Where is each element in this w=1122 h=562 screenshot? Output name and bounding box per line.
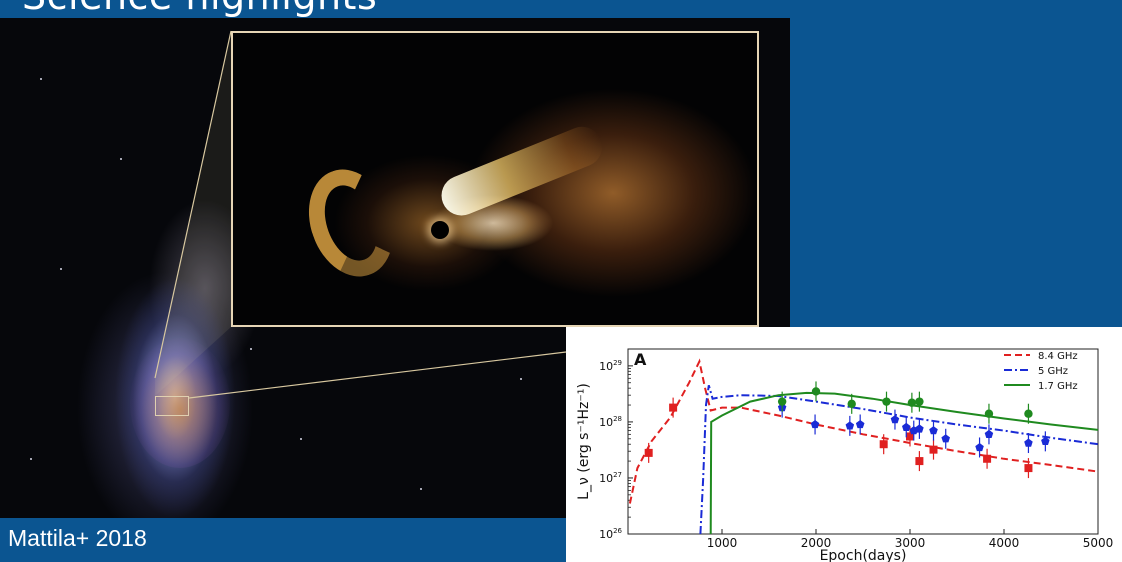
relativistic-jet xyxy=(435,120,609,222)
slide-title: Science highlights xyxy=(22,0,377,18)
image-credit: Mattila+ 2018 xyxy=(8,525,147,551)
y-tick-label: 1026 xyxy=(599,527,622,541)
data-point xyxy=(906,432,914,441)
data-point xyxy=(929,445,938,454)
data-point xyxy=(1041,436,1050,445)
chart-svg: 1000 2000 3000 4000 5000 1026 1027 1028 1029 Epoc… xyxy=(576,348,1114,562)
data-point xyxy=(810,420,820,429)
legend-label: 1.7 GHz xyxy=(1038,381,1078,392)
x-tick-label: 1000 xyxy=(707,536,738,550)
star xyxy=(60,268,62,270)
series-line-1 xyxy=(699,385,1098,534)
y-axis-label: L_ν (erg s⁻¹Hz⁻¹) xyxy=(576,383,592,500)
data-point xyxy=(929,426,938,435)
light-curve-chart: 1000 2000 3000 4000 5000 1026 1027 1028 1029 Epoc… xyxy=(566,327,1122,562)
x-axis-label: Epoch(days) xyxy=(820,548,907,562)
data-point xyxy=(890,415,900,424)
x-tick-label: 5000 xyxy=(1083,536,1114,550)
data-point xyxy=(1024,409,1033,418)
star xyxy=(120,158,122,160)
x-tick-label: 4000 xyxy=(989,536,1020,550)
data-point xyxy=(984,429,994,438)
data-point xyxy=(845,421,855,430)
series-line-2 xyxy=(709,391,1098,534)
y-tick-label: 1028 xyxy=(599,415,622,429)
plot-frame xyxy=(627,348,1099,535)
data-point xyxy=(855,420,865,429)
data-point xyxy=(882,397,891,406)
x-tick-label: 2000 xyxy=(801,536,832,550)
black-hole xyxy=(431,221,449,239)
data-point xyxy=(644,448,653,457)
star xyxy=(520,378,522,380)
star xyxy=(250,348,252,350)
data-point xyxy=(915,397,924,406)
panel-label: A xyxy=(634,350,647,369)
star xyxy=(300,438,302,440)
data-point xyxy=(847,399,856,409)
data-point xyxy=(902,422,911,431)
data-point xyxy=(984,409,994,418)
x-tick-label: 3000 xyxy=(895,536,926,550)
star xyxy=(40,78,42,80)
legend-label: 5 GHz xyxy=(1038,366,1068,377)
y-tick-label: 1027 xyxy=(599,471,622,485)
series-line-0 xyxy=(628,358,1098,504)
legend-label: 8.4 GHz xyxy=(1038,351,1078,362)
data-point xyxy=(941,434,950,443)
data-point xyxy=(669,403,678,412)
data-point xyxy=(777,397,787,406)
tidal-disruption-inset xyxy=(231,31,759,327)
data-point xyxy=(907,398,917,407)
data-point xyxy=(811,387,821,396)
data-point xyxy=(975,443,984,452)
data-point xyxy=(915,457,924,466)
zoom-region-box xyxy=(155,396,189,416)
data-point xyxy=(1024,464,1033,473)
y-tick-label: 1029 xyxy=(599,359,622,373)
data-point xyxy=(879,440,888,449)
star xyxy=(420,488,422,490)
data-point xyxy=(1024,438,1033,447)
data-point xyxy=(983,454,992,463)
data-point xyxy=(915,424,924,433)
star xyxy=(30,458,32,460)
stellar-debris-tail xyxy=(294,157,408,289)
